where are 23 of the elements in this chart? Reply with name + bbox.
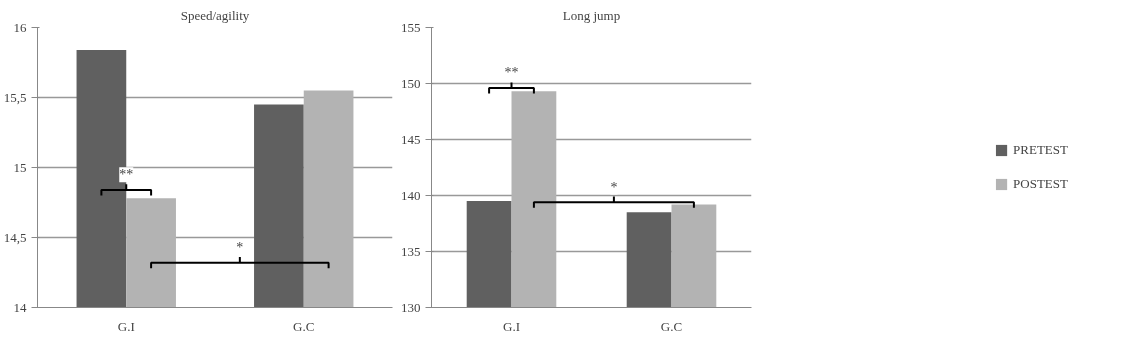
y-tick-label: 15 bbox=[13, 159, 27, 175]
y-tick-label: 16 bbox=[13, 19, 27, 35]
chart-title: Speed/agility bbox=[180, 7, 250, 23]
y-tick-label: 155 bbox=[401, 19, 421, 35]
annotation: * bbox=[236, 240, 244, 256]
y-tick-label: 150 bbox=[401, 75, 421, 91]
y-tick-label: 14 bbox=[13, 299, 27, 315]
legend-label: PRETEST bbox=[1013, 142, 1068, 158]
y-tick-label: 140 bbox=[401, 187, 421, 203]
y-tick-label: 15,5 bbox=[3, 89, 27, 105]
x-tick-label: G.I bbox=[117, 318, 135, 334]
x-tick-label: G.I bbox=[503, 318, 520, 334]
x-tick-label: G.C bbox=[293, 318, 315, 334]
annotation: ** bbox=[504, 65, 519, 81]
y-tick-label: 130 bbox=[401, 299, 421, 315]
chart-title: Long jump bbox=[562, 7, 621, 23]
y-tick-label: 135 bbox=[401, 243, 421, 259]
annotation: ** bbox=[119, 167, 134, 183]
annotation: * bbox=[610, 179, 618, 195]
y-tick-label: 14,5 bbox=[3, 229, 27, 245]
x-tick-label: G.C bbox=[660, 318, 683, 334]
y-tick-label: 145 bbox=[401, 131, 421, 147]
legend-label: POSTEST bbox=[1013, 176, 1068, 192]
